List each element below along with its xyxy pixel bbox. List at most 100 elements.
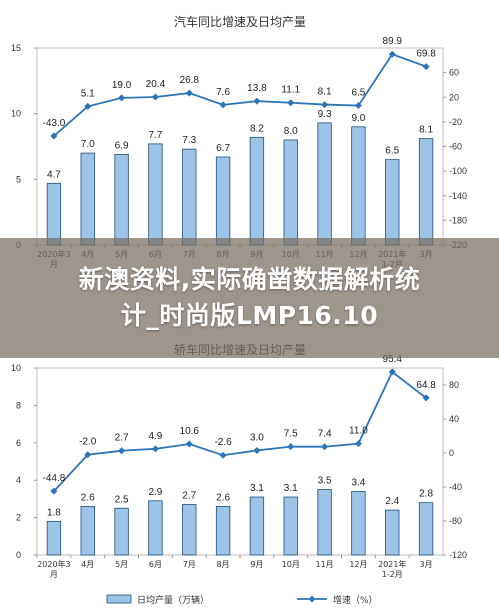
bar-data-label: 3.1 (284, 483, 298, 494)
overlay-title-line1: 新澳资料,实际确凿数据解析统 (78, 265, 421, 294)
bar-data-label: 4.7 (47, 169, 61, 180)
line-point (84, 451, 92, 459)
line-data-label: 5.1 (81, 88, 95, 99)
line-data-label: 6.5 (351, 88, 365, 99)
bar-data-label: 2.6 (216, 492, 230, 503)
line-data-label: 64.8 (416, 380, 436, 391)
bar-data-label: 8.0 (284, 126, 298, 137)
line-data-label: 3.0 (250, 432, 264, 443)
bar-data-label: 8.2 (250, 123, 264, 134)
line-data-label: 19.0 (112, 80, 132, 91)
line-point (84, 102, 92, 110)
plot-frame (36, 367, 444, 556)
line-point (118, 94, 126, 102)
right-axis-tick-label: -140 (449, 191, 467, 201)
x-axis-tick-label: 1-2月 (382, 570, 403, 579)
bar-data-label: 7.3 (182, 135, 196, 146)
line-data-label: -2.6 (214, 437, 232, 448)
series-line (53, 53, 427, 137)
bar-data-label: 2.4 (385, 496, 399, 507)
bar-data-label: 6.5 (385, 146, 399, 157)
overlay-title-line2: 计_时尚版LMP16.10 (120, 301, 379, 330)
right-axis-tick-label: -180 (449, 215, 467, 225)
chart-production-sedans-svg: 轿车同比增速及日均产量0246810-120-80-40040802020年3月… (11, 342, 467, 606)
x-axis-tick-label: 6月 (149, 560, 162, 569)
series-line (53, 370, 427, 492)
right-axis-tick-label: -100 (449, 166, 467, 176)
right-axis-tick-label: 80 (449, 380, 459, 390)
left-axis-tick-label: 6 (16, 438, 21, 448)
bar-data-label: 3.5 (318, 476, 332, 487)
line-data-label: -44.8 (43, 473, 66, 484)
line-data-label: -2.0 (79, 437, 97, 448)
line-point (354, 102, 362, 110)
right-axis-tick-label: 0 (449, 448, 454, 458)
bar (418, 138, 434, 246)
left-axis-tick-label: 5 (16, 174, 21, 184)
line-data-label: 7.6 (216, 87, 230, 98)
bar (182, 504, 197, 556)
bar-data-label: 8.1 (419, 125, 433, 136)
right-axis-tick-label: 40 (449, 414, 459, 424)
line-point (151, 445, 159, 453)
bar (148, 500, 163, 556)
chart-title: 汽车同比增速及日均产量 (174, 14, 306, 29)
line-point (253, 446, 261, 454)
bar (249, 136, 265, 246)
line-point (253, 97, 261, 105)
line-point (287, 443, 295, 451)
bar-data-label: 2.9 (148, 487, 162, 498)
bar-data-label: 2.5 (115, 494, 129, 505)
x-axis-tick-label: 4月 (81, 560, 94, 569)
bar (317, 122, 332, 246)
line-data-label: 95.4 (383, 354, 403, 365)
bar (114, 153, 129, 246)
line-point (388, 50, 396, 58)
bar (283, 496, 298, 556)
x-axis-tick-label: 2021年 (378, 559, 406, 569)
bar-data-label: 9.3 (318, 109, 332, 120)
line-point (287, 99, 295, 107)
bar-data-label: 3.4 (351, 477, 365, 488)
line-data-label: 11.0 (349, 426, 368, 437)
overlay-banner (0, 238, 499, 358)
overlay-title: 新澳资料,实际确凿数据解析统 计_时尚版LMP16.10 (0, 262, 499, 334)
right-axis-tick-label: -80 (449, 516, 462, 526)
bar (46, 182, 62, 246)
bar (114, 507, 129, 556)
line-data-label: 20.4 (146, 79, 166, 90)
bar-data-label: 3.1 (250, 483, 264, 494)
line-point (50, 487, 58, 495)
x-axis-tick-label: 10月 (282, 560, 300, 569)
bar (46, 520, 62, 556)
plot-frame (36, 47, 444, 246)
bar (249, 496, 265, 556)
legend-bar-swatch (106, 594, 132, 604)
legend-line-marker (308, 595, 316, 603)
line-data-label: -43.0 (43, 118, 66, 129)
line-data-label: 8.1 (318, 87, 332, 98)
line-point (185, 89, 193, 97)
line-point (151, 93, 159, 101)
line-data-label: 11.1 (281, 85, 300, 96)
left-axis-tick-label: 10 (11, 109, 21, 119)
bar-data-label: 2.7 (182, 491, 196, 502)
x-axis-tick-label: 9月 (250, 560, 263, 569)
bar (182, 148, 197, 246)
x-axis-tick-label: 8月 (217, 560, 230, 569)
legend-line-label: 增速（%） (333, 594, 378, 606)
x-axis-tick-label: 11月 (315, 560, 333, 569)
left-axis-tick-label: 2 (16, 513, 21, 523)
line-point (422, 394, 430, 402)
x-axis-tick-label: 7月 (183, 560, 196, 569)
right-axis-tick-label: -60 (449, 142, 462, 152)
bar-data-label: 7.7 (148, 130, 162, 141)
bar (385, 159, 400, 246)
right-axis-tick-label: -40 (449, 482, 462, 492)
left-axis-tick-label: 10 (11, 363, 21, 373)
chart-production-cars: 汽车同比增速及日均产量051015-220-180-140-100-60-202… (0, 0, 499, 270)
line-data-label: 7.4 (318, 429, 332, 440)
bar-data-label: 6.9 (115, 140, 129, 151)
bar (317, 489, 332, 556)
line-point (50, 132, 58, 140)
